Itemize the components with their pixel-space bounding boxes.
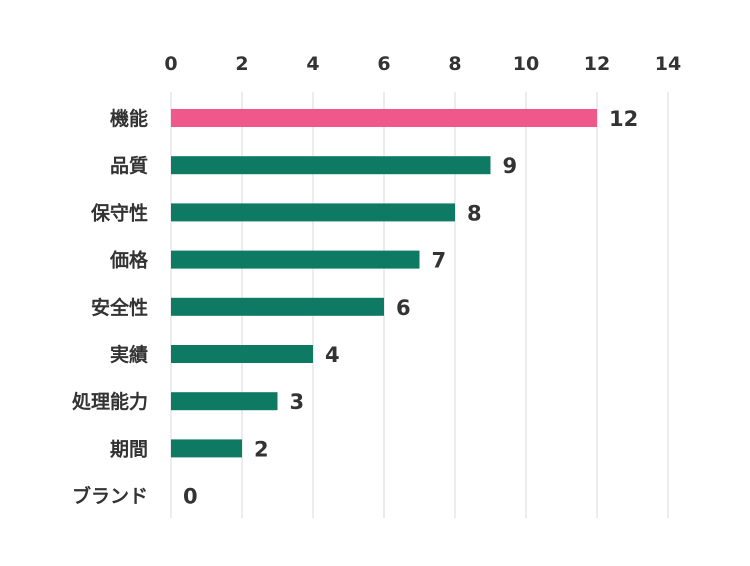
- x-tick-label: 8: [448, 53, 461, 75]
- category-label: 処理能力: [72, 390, 148, 413]
- data-label: 6: [396, 296, 411, 320]
- bar: [171, 392, 278, 411]
- category-label: 機能: [110, 107, 148, 130]
- bar-layer: [171, 109, 597, 458]
- data-label: 2: [254, 437, 269, 461]
- data-label: 12: [609, 107, 638, 131]
- x-tick-label: 6: [377, 53, 390, 75]
- data-label: 4: [325, 343, 340, 367]
- bar: [171, 297, 384, 316]
- data-label: 7: [432, 249, 447, 273]
- bar: [171, 109, 597, 127]
- data-label: 0: [183, 485, 198, 509]
- data-label: 8: [467, 201, 482, 225]
- bar: [171, 439, 242, 458]
- category-label: 期間: [110, 438, 148, 460]
- bar: [171, 250, 420, 269]
- category-label: 安全性: [91, 296, 148, 319]
- data-label: 3: [290, 390, 305, 414]
- category-label: 品質: [110, 154, 148, 177]
- bar: [171, 345, 313, 363]
- x-tick-label: 12: [584, 53, 610, 75]
- bar: [171, 156, 491, 175]
- category-label: 保守性: [90, 201, 148, 224]
- x-tick-label: 2: [235, 53, 248, 75]
- category-label: ブランド: [72, 485, 148, 508]
- data-label: 9: [503, 154, 518, 178]
- x-tick-label: 10: [513, 53, 539, 75]
- tick-layer: 0 2 4 6 8 10 12 14: [164, 53, 681, 75]
- x-tick-label: 14: [655, 53, 681, 75]
- x-tick-label: 4: [306, 53, 319, 75]
- x-tick-label: 0: [164, 53, 177, 75]
- category-label: 価格: [109, 249, 149, 272]
- category-label: 実績: [110, 343, 148, 366]
- bar: [171, 203, 455, 222]
